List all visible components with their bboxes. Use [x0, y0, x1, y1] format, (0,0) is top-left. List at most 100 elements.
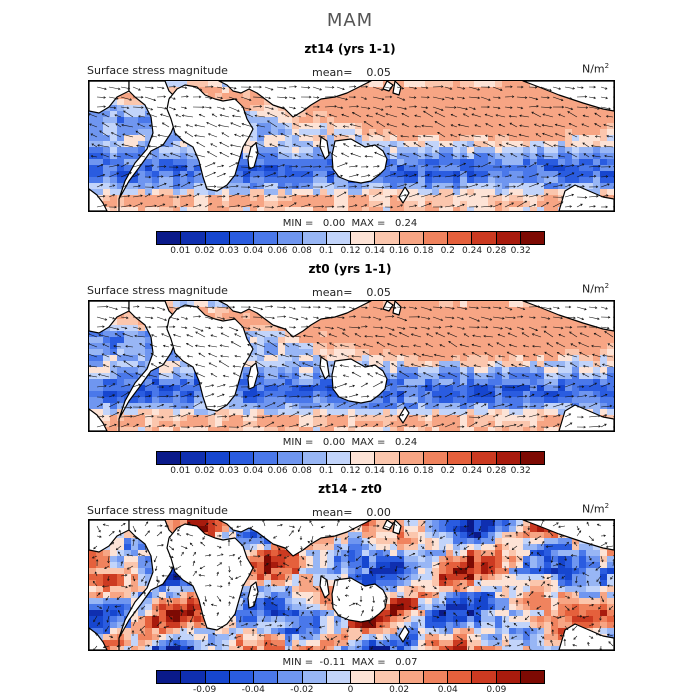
field-cell: [551, 331, 559, 338]
vector-arrow: [292, 343, 302, 348]
field-cell: [257, 421, 265, 428]
vector-arrow: [135, 130, 146, 138]
field-cell: [474, 153, 482, 160]
field-cell: [117, 379, 125, 386]
field-cell: [320, 177, 328, 184]
vector-arrowhead: [331, 86, 335, 89]
vector-arrowhead: [284, 86, 287, 90]
field-cell: [579, 165, 587, 172]
field-cell: [376, 409, 384, 416]
vector-arrow: [144, 96, 156, 101]
vector-arrow: [241, 135, 254, 138]
vector-arrowhead: [591, 154, 595, 158]
vector-arrowhead: [381, 186, 385, 189]
vector-arrowhead: [97, 144, 100, 147]
vector-arrow: [471, 344, 482, 348]
vector-arrow: [468, 306, 479, 309]
vector-arrow: [384, 316, 394, 318]
vector-arrow: [352, 112, 362, 118]
field-cell: [341, 135, 349, 142]
vector-arrow: [528, 194, 539, 198]
field-cell: [110, 153, 118, 160]
vector-arrow: [241, 123, 254, 128]
field-cell: [516, 397, 524, 404]
vector-arrowhead: [546, 175, 550, 179]
field-cell: [299, 195, 307, 202]
field-cell: [453, 159, 461, 166]
field-cell: [425, 195, 433, 202]
field-cell: [271, 409, 279, 416]
vector-arrowhead: [558, 172, 562, 176]
field-cell: [264, 343, 272, 350]
field-cell: [530, 147, 538, 154]
field-cell: [418, 397, 426, 404]
field-cell: [376, 415, 384, 422]
field-cell: [495, 355, 503, 362]
field-cell: [404, 147, 412, 154]
field-cell: [383, 135, 391, 142]
field-cell: [551, 337, 559, 344]
field-cell: [607, 355, 614, 362]
field-cell: [390, 117, 398, 124]
field-cell: [558, 117, 566, 124]
vector-arrowhead: [125, 184, 128, 188]
vector-arrowhead: [463, 333, 467, 336]
field-cell: [537, 343, 545, 350]
field-cell: [565, 147, 573, 154]
vector-arrowhead: [340, 174, 343, 178]
vector-arrow: [396, 204, 403, 208]
field-cell: [285, 159, 293, 166]
vector-arrowhead: [364, 155, 368, 158]
vector-arrowhead: [478, 165, 481, 168]
field-cell: [194, 421, 202, 428]
field-cell: [509, 319, 517, 326]
vector-arrow: [564, 172, 575, 178]
vector-arrowhead: [437, 131, 440, 135]
field-cell: [411, 421, 419, 428]
vector-arrowhead: [376, 121, 379, 124]
field-cell: [537, 313, 545, 320]
field-cell: [362, 313, 370, 320]
field-cell: [257, 129, 265, 136]
vector-arrow: [606, 115, 614, 118]
vector-arrow: [468, 96, 480, 99]
field-cell: [264, 391, 272, 398]
field-cell: [446, 147, 454, 154]
field-cell: [271, 117, 279, 124]
vector-arrowhead: [117, 164, 120, 167]
vector-arrow: [324, 182, 335, 188]
field-cell: [285, 403, 293, 410]
field-cell: [194, 177, 202, 184]
field-cell: [194, 201, 202, 208]
vector-arrow: [348, 105, 359, 108]
field-cell: [89, 361, 97, 368]
field-cell: [117, 391, 125, 398]
field-cell: [334, 207, 342, 211]
field-cell: [411, 195, 419, 202]
vector-arrowhead: [353, 85, 357, 88]
vector-arrowhead: [508, 165, 512, 168]
field-cell: [306, 129, 314, 136]
field-cell: [474, 165, 482, 172]
vector-arrow: [348, 204, 357, 208]
vector-arrow: [485, 114, 494, 118]
colorbar-swatch: [496, 232, 521, 244]
vector-arrow: [570, 143, 578, 148]
field-cell: [208, 81, 216, 88]
field-cell: [544, 379, 552, 386]
field-cell: [460, 337, 468, 344]
vector-arrow: [480, 173, 491, 178]
field-cell: [173, 195, 181, 202]
field-cell: [607, 397, 614, 404]
field-cell: [481, 87, 489, 94]
field-cell: [138, 421, 146, 428]
field-cell: [460, 319, 468, 326]
field-cell: [446, 165, 454, 172]
field-cell: [460, 171, 468, 178]
field-cell: [474, 117, 482, 124]
vector-arrow: [101, 353, 110, 358]
vector-arrow: [329, 114, 338, 118]
field-cell: [460, 307, 468, 314]
field-cell: [348, 325, 356, 332]
field-cell: [89, 111, 97, 118]
